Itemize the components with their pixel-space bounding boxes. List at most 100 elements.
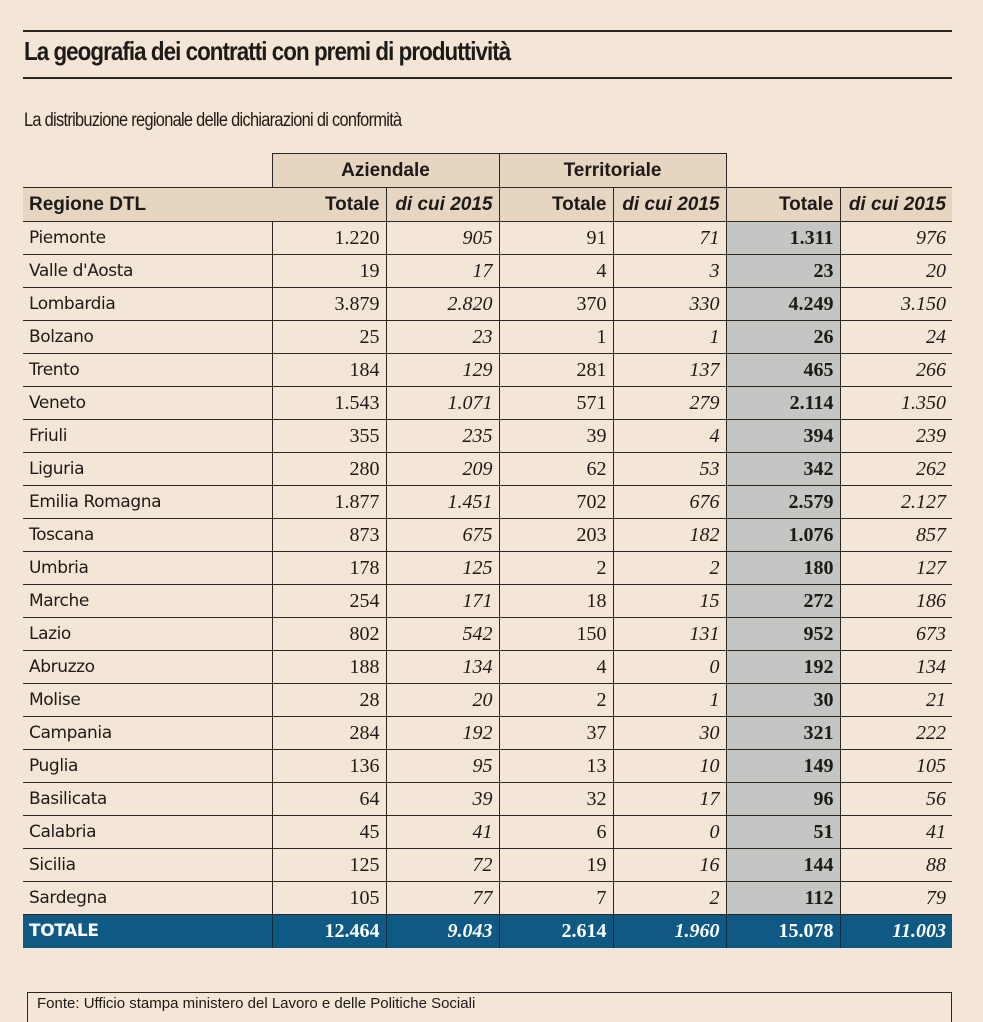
territoriale-totale-cell: 13 [499,749,614,783]
region-cell: Friuli [23,419,273,453]
column-header-territoriale-totale: Totale [499,187,614,222]
aziendale-2015-cell: 134 [386,650,500,684]
aziendale-totale-cell: 802 [272,617,387,651]
territoriale-totale-cell: 37 [499,716,614,750]
totale-cell: 144 [726,848,841,882]
aziendale-2015-cell: 171 [386,584,500,618]
aziendale-totale-cell: 284 [272,716,387,750]
aziendale-2015-cell: 905 [386,221,500,255]
aziendale-2015-cell: 23 [386,320,500,354]
column-header-totale: Totale [726,187,841,222]
totale-cell: 149 [726,749,841,783]
table-row: Puglia 136 95 13 10 149 105 [23,749,952,783]
territoriale-2015-cell: 2 [613,551,727,585]
territoriale-2015-cell: 53 [613,452,727,486]
table-row: Lombardia 3.879 2.820 370 330 4.249 3.150 [23,287,952,321]
totale-cell: 2.114 [726,386,841,420]
territoriale-totale-cell: 2.614 [499,914,614,948]
totale-2015-cell: 239 [840,419,952,453]
territoriale-totale-cell: 62 [499,452,614,486]
group-header-territoriale: Territoriale [498,153,727,188]
table-row: Bolzano 25 23 1 1 26 24 [23,320,952,354]
totale-cell: 394 [726,419,841,453]
aziendale-totale-cell: 1.220 [272,221,387,255]
totale-cell: 272 [726,584,841,618]
territoriale-totale-cell: 4 [499,254,614,288]
table-row: Liguria 280 209 62 53 342 262 [23,452,952,486]
table-row: Marche 254 171 18 15 272 186 [23,584,952,618]
source-note: Fonte: Ufficio stampa ministero del Lavo… [27,992,952,1022]
aziendale-2015-cell: 39 [386,782,500,816]
aziendale-2015-cell: 41 [386,815,500,849]
title-rule [23,77,952,79]
totale-cell: 952 [726,617,841,651]
totale-cell: 321 [726,716,841,750]
totale-cell: 15.078 [726,914,841,948]
territoriale-totale-cell: 370 [499,287,614,321]
data-table: Aziendale Territoriale Regione DTL Total… [23,153,952,948]
region-cell: Sardegna [23,881,273,915]
totale-cell: 2.579 [726,485,841,519]
territoriale-2015-cell: 330 [613,287,727,321]
territoriale-totale-cell: 18 [499,584,614,618]
totale-cell: 4.249 [726,287,841,321]
aziendale-2015-cell: 17 [386,254,500,288]
region-cell: Piemonte [23,221,273,255]
territoriale-2015-cell: 137 [613,353,727,387]
region-cell: Umbria [23,551,273,585]
totale-2015-cell: 262 [840,452,952,486]
territoriale-2015-cell: 676 [613,485,727,519]
aziendale-2015-cell: 235 [386,419,500,453]
aziendale-2015-cell: 1.071 [386,386,500,420]
totale-cell: 1.311 [726,221,841,255]
territoriale-2015-cell: 1 [613,320,727,354]
column-header-aziendale-totale: Totale [272,187,387,222]
totale-2015-cell: 222 [840,716,952,750]
totale-2015-cell: 20 [840,254,952,288]
totale-2015-cell: 79 [840,881,952,915]
totale-2015-cell: 56 [840,782,952,816]
totale-cell: 112 [726,881,841,915]
aziendale-totale-cell: 254 [272,584,387,618]
territoriale-totale-cell: 32 [499,782,614,816]
table-row: Campania 284 192 37 30 321 222 [23,716,952,750]
totale-cell: 26 [726,320,841,354]
totale-2015-cell: 41 [840,815,952,849]
table-row: Sicilia 125 72 19 16 144 88 [23,848,952,882]
region-cell: Marche [23,584,273,618]
total-row: TOTALE 12.464 9.043 2.614 1.960 15.078 11.003 [23,914,952,948]
top-rule [23,30,952,32]
column-header-territoriale-2015: di cui 2015 [613,187,727,222]
territoriale-2015-cell: 3 [613,254,727,288]
territoriale-totale-cell: 571 [499,386,614,420]
aziendale-2015-cell: 542 [386,617,500,651]
territoriale-2015-cell: 15 [613,584,727,618]
totale-2015-cell: 88 [840,848,952,882]
aziendale-totale-cell: 873 [272,518,387,552]
aziendale-totale-cell: 125 [272,848,387,882]
territoriale-2015-cell: 279 [613,386,727,420]
totale-2015-cell: 134 [840,650,952,684]
territoriale-2015-cell: 1.960 [613,914,727,948]
column-header-row: Regione DTL Totale di cui 2015 Totale di… [23,187,952,222]
aziendale-totale-cell: 3.879 [272,287,387,321]
region-cell: Emilia Romagna [23,485,273,519]
aziendale-totale-cell: 1.877 [272,485,387,519]
totale-2015-cell: 1.350 [840,386,952,420]
totale-2015-cell: 2.127 [840,485,952,519]
aziendale-2015-cell: 95 [386,749,500,783]
territoriale-totale-cell: 91 [499,221,614,255]
totale-2015-cell: 266 [840,353,952,387]
territoriale-totale-cell: 281 [499,353,614,387]
totale-2015-cell: 11.003 [840,914,952,948]
territoriale-totale-cell: 39 [499,419,614,453]
aziendale-2015-cell: 9.043 [386,914,500,948]
table-row: Molise 28 20 2 1 30 21 [23,683,952,717]
territoriale-totale-cell: 1 [499,320,614,354]
territoriale-2015-cell: 0 [613,815,727,849]
territoriale-totale-cell: 2 [499,683,614,717]
aziendale-totale-cell: 64 [272,782,387,816]
column-header-totale-2015: di cui 2015 [840,187,952,222]
group-header-aziendale: Aziendale [271,153,500,188]
totale-2015-cell: 673 [840,617,952,651]
